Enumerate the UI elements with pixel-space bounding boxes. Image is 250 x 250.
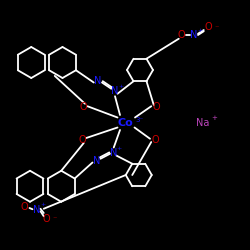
Text: ⁻: ⁻ — [52, 214, 57, 223]
Text: ⁻: ⁻ — [215, 23, 219, 32]
Text: O: O — [42, 214, 50, 224]
Text: O: O — [21, 202, 28, 212]
Text: 3⁻: 3⁻ — [136, 117, 144, 123]
Text: +: + — [198, 28, 202, 32]
Text: N: N — [92, 156, 100, 166]
Text: N: N — [110, 148, 118, 158]
Text: +: + — [211, 114, 217, 120]
Text: O: O — [205, 22, 212, 32]
Text: +: + — [40, 202, 45, 207]
Text: N: N — [111, 86, 119, 96]
Text: +: + — [116, 146, 122, 150]
Text: O: O — [178, 30, 185, 40]
Text: N: N — [32, 205, 40, 215]
Text: N: N — [190, 30, 198, 40]
Text: O: O — [152, 102, 160, 113]
Text: N: N — [94, 76, 101, 86]
Text: O: O — [80, 102, 88, 113]
Text: Na: Na — [196, 118, 209, 128]
Text: Co: Co — [117, 118, 133, 128]
Text: +: + — [118, 84, 123, 89]
Text: O: O — [79, 135, 86, 145]
Text: O: O — [151, 135, 159, 145]
